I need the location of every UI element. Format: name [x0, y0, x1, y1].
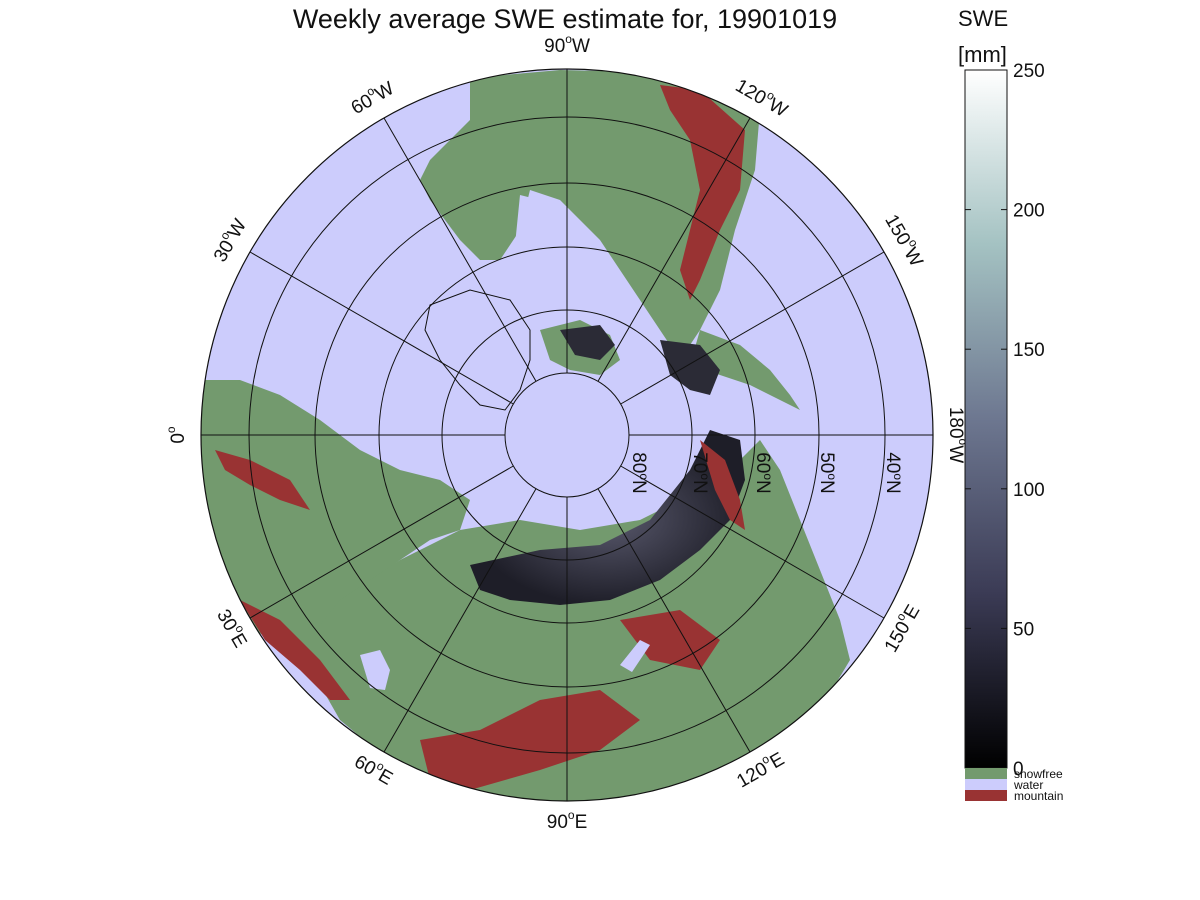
- colorbar-tick-label: 250: [1013, 61, 1045, 82]
- map-border: [200, 68, 934, 802]
- north-america-land: [420, 70, 760, 360]
- mountain-east-asia: [620, 610, 720, 670]
- colorbar-category-label: mountain: [1014, 789, 1063, 803]
- north-america-land-east: [690, 330, 800, 410]
- mountain-scandinavia: [215, 450, 310, 510]
- colorbar-category-label: water: [1013, 778, 1043, 792]
- latitude-label: 40oN: [882, 452, 905, 494]
- colorbar-ticks: 0 50 100 150 200 250: [965, 61, 1045, 780]
- meridian-line: [249, 251, 514, 405]
- map-title: Weekly average SWE estimate for, 1990101…: [292, 4, 838, 34]
- meridian-line: [597, 488, 751, 753]
- longitude-label: 0o: [164, 426, 189, 444]
- meridian-line: [383, 117, 537, 382]
- pole-region: [505, 373, 629, 497]
- mountain-far-east: [700, 440, 745, 530]
- longitude-label: 60oW: [346, 75, 398, 119]
- mountain-himalaya: [420, 690, 640, 790]
- colorbar-tick-label: 100: [1013, 480, 1045, 501]
- arctic-islands-snow: [560, 325, 615, 360]
- meridian-line: [597, 117, 751, 382]
- land-layer: [201, 70, 850, 801]
- colorbar-tick-label: 150: [1013, 340, 1045, 361]
- colorbar-category-swatch: [965, 768, 1007, 779]
- meridian-line: [620, 251, 885, 405]
- colorbar-label-line1: SWE: [958, 6, 1008, 31]
- longitude-label: 90oW: [544, 32, 590, 57]
- latitude-labels: 80oN 70oN 60oN 50oN 40oN: [628, 452, 905, 494]
- mountain-alps: [240, 600, 350, 700]
- caspian-sea: [360, 650, 390, 690]
- graticule: [201, 69, 933, 801]
- latitude-label: 50oN: [816, 452, 839, 494]
- longitude-label: 30oW: [207, 214, 251, 266]
- colorbar-tick-label: 200: [1013, 201, 1045, 222]
- meridian-line: [249, 465, 514, 619]
- meridian-line: [620, 465, 885, 619]
- colorbar: SWE [mm] 0 50 100 150 200 250 snowfreewatermo…: [958, 6, 1063, 803]
- europe-land: [201, 380, 470, 650]
- alaska-snow: [660, 340, 720, 395]
- siberia-snow: [470, 430, 745, 605]
- colorbar-tick-label: 50: [1013, 619, 1034, 640]
- latitude-label: 60oN: [752, 452, 775, 494]
- greenland: [424, 289, 531, 411]
- colorbar-category-label: snowfree: [1014, 767, 1063, 781]
- colorbar-category-swatch: [965, 790, 1007, 801]
- latitude-label: 70oN: [689, 452, 712, 494]
- lake-baikal: [620, 640, 650, 672]
- colorbar-gradient: [964, 69, 1008, 769]
- colorbar-tick-label: 0: [1013, 759, 1024, 780]
- mountain-rockies: [660, 85, 745, 300]
- longitude-label: 180oW: [945, 407, 970, 463]
- colorbar-label-line2: [mm]: [958, 42, 1007, 67]
- colorbar-category-swatch: [965, 779, 1007, 790]
- longitude-label: 90oE: [547, 808, 588, 833]
- latitude-label: 80oN: [628, 452, 651, 494]
- meridian-line: [383, 488, 537, 753]
